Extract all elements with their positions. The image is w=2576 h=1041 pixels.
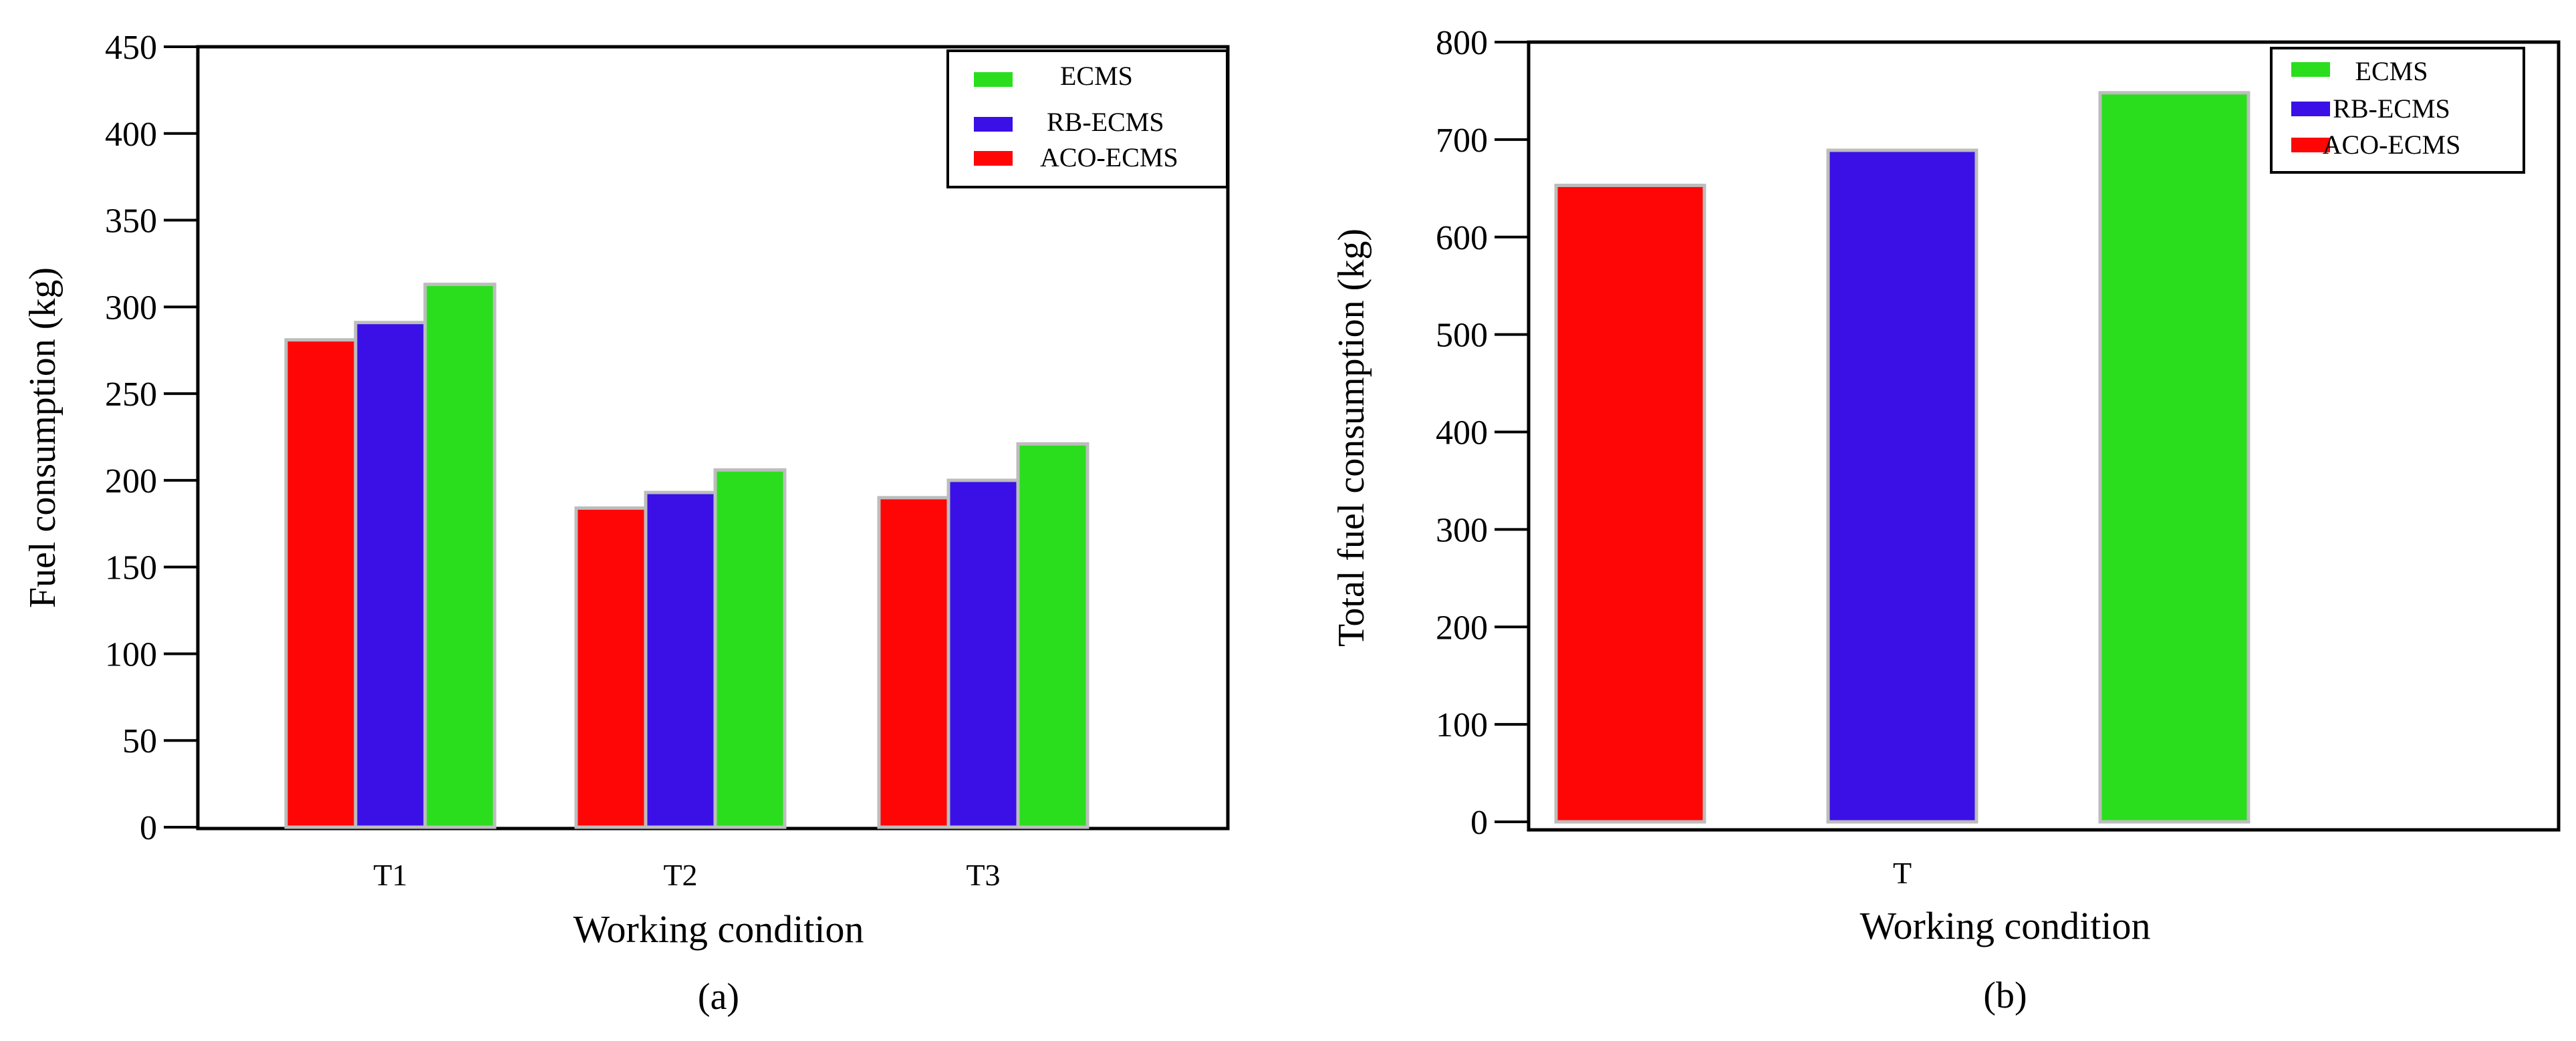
x-category-label-a: T3: [966, 858, 1000, 892]
legend-swatch-aco-ecms-b: [2291, 138, 2330, 152]
legend-swatch-ecms-b: [2291, 62, 2330, 77]
x-category-label-b: T: [1893, 856, 1912, 890]
bar-rb-ecms-t3: [946, 478, 1020, 829]
y-tick-label-b: 700: [1436, 122, 1488, 160]
bar-rb-ecms-t: [1826, 148, 1978, 824]
bar-ecms-t2: [713, 468, 787, 829]
y-tick-label-a: 300: [105, 289, 157, 327]
y-tick-label-a: 200: [105, 462, 157, 500]
y-tick-label-a: 100: [105, 635, 157, 674]
legend-b: ECMS RB-ECMS ACO-ECMS: [2270, 47, 2525, 174]
y-axis-label-b: Total fuel consumption (kg): [1331, 229, 1372, 647]
y-tick-label-b: 300: [1436, 511, 1488, 549]
y-tick-label-a: 0: [140, 809, 157, 847]
legend-a: ECMS RB-ECMS ACO-ECMS: [946, 49, 1229, 188]
y-axis-ticks-b: 0 100 200 300 400 500 600 700 800: [1436, 24, 1529, 842]
y-tick-label-b: 0: [1470, 804, 1488, 842]
legend-label-ecms-b: ECMS: [2355, 56, 2428, 86]
y-tick-label-b: 800: [1436, 24, 1488, 62]
caption-b: (b): [1983, 975, 2027, 1016]
x-category-label-a: T1: [373, 858, 407, 892]
bar-ecms-t3: [1016, 442, 1089, 829]
y-axis-ticks-a: 0 50 100 150 200 250 300 350 400 450: [105, 29, 198, 847]
y-tick-label-a: 400: [105, 116, 157, 154]
y-tick-label-b: 400: [1436, 414, 1488, 452]
bar-aco-ecms-t3: [877, 496, 950, 829]
y-tick-label-b: 100: [1436, 706, 1488, 744]
x-axis-categories-b: T: [1893, 856, 1912, 890]
y-axis-label-a: Fuel consumption (kg): [22, 267, 63, 608]
bar-ecms-t: [2098, 91, 2250, 824]
legend-swatch-aco-ecms-a: [974, 151, 1013, 166]
y-tick-label-b: 500: [1436, 317, 1488, 355]
y-tick-label-a: 50: [122, 722, 157, 760]
y-tick-label-a: 450: [105, 29, 157, 67]
legend-label-rb-ecms-b: RB-ECMS: [2333, 94, 2450, 124]
legend-swatch-ecms-a: [974, 72, 1013, 87]
y-tick-label-a: 350: [105, 202, 157, 241]
bar-aco-ecms-t2: [574, 506, 648, 829]
legend-label-aco-ecms-b: ACO-ECMS: [2323, 130, 2461, 160]
bar-ecms-t1: [423, 283, 497, 829]
x-axis-label-a: Working condition: [573, 907, 864, 951]
x-axis-categories-a: T1 T2 T3: [373, 858, 1000, 892]
bars-a: [284, 283, 1089, 829]
legend-label-aco-ecms-a: ACO-ECMS: [1040, 142, 1178, 172]
legend-swatch-rb-ecms-b: [2291, 102, 2330, 116]
y-tick-label-b: 600: [1436, 219, 1488, 257]
legend-label-ecms-a: ECMS: [1060, 61, 1133, 91]
plot-frame-b: [1527, 40, 2561, 832]
bar-rb-ecms-t1: [354, 321, 427, 829]
bar-aco-ecms-t: [1554, 183, 1706, 824]
x-category-label-a: T2: [663, 858, 697, 892]
y-tick-label-a: 250: [105, 376, 157, 414]
panel-b-total-fuel-consumption-chart: 0 100 200 300 400 500 600 700 800 T Total fuel c…: [1331, 24, 2561, 1016]
x-axis-label-b: Working condition: [1859, 904, 2150, 947]
y-tick-label-b: 200: [1436, 609, 1488, 647]
legend-label-rb-ecms-a: RB-ECMS: [1047, 107, 1164, 137]
bar-aco-ecms-t1: [284, 338, 358, 829]
bar-rb-ecms-t2: [644, 490, 717, 829]
panel-a-fuel-consumption-chart: 0 50 100 150 200 250 300 350 400 450 T1 T2 T3 Fuel …: [22, 29, 1230, 1018]
y-tick-label-a: 150: [105, 549, 157, 587]
caption-a: (a): [698, 976, 739, 1018]
bars-b: [1554, 91, 2250, 824]
legend-swatch-rb-ecms-a: [974, 117, 1013, 132]
